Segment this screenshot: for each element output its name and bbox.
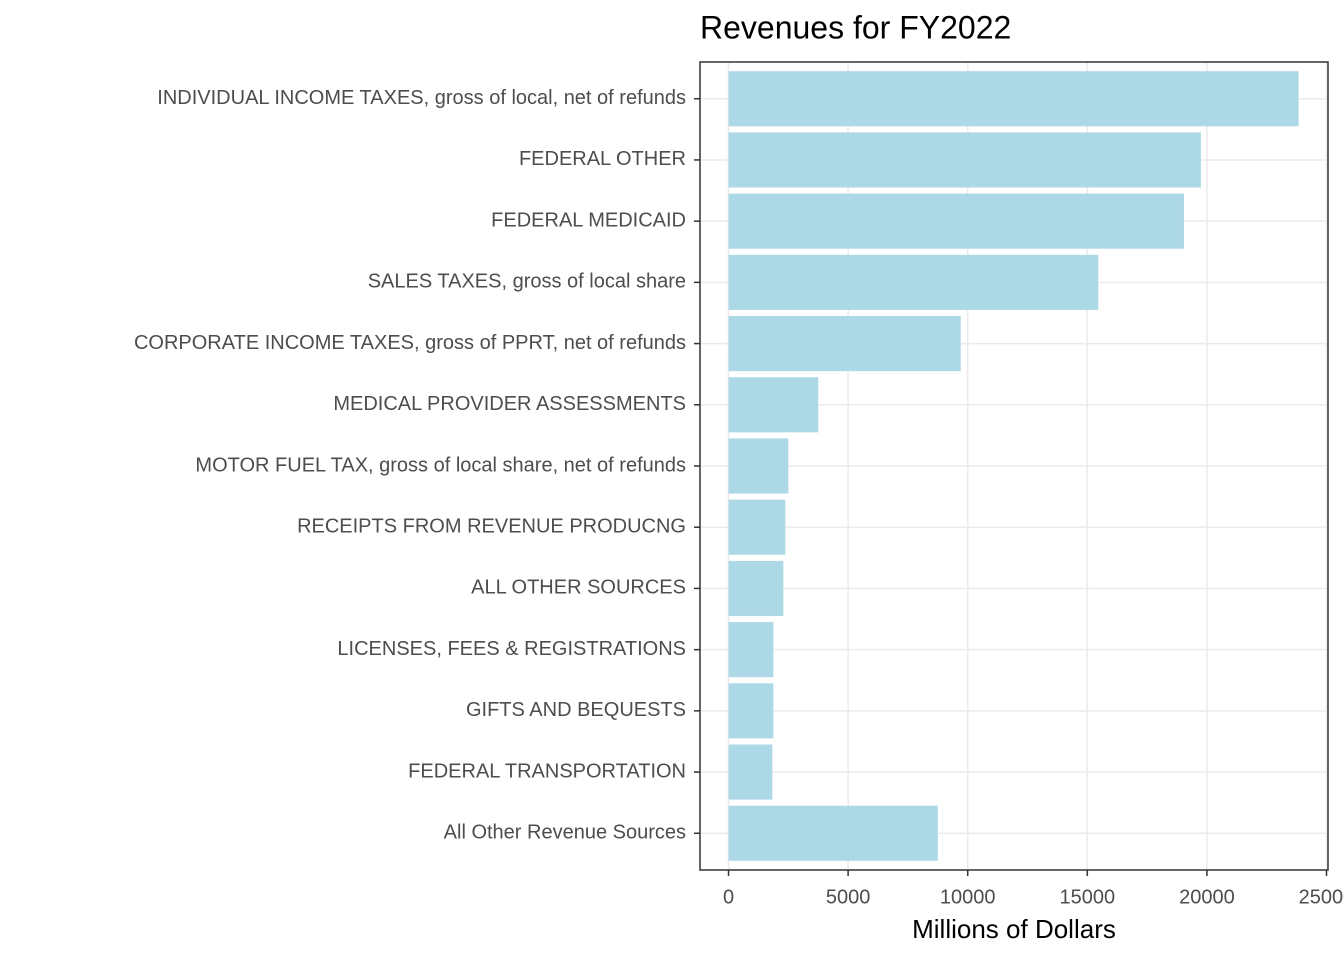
bar [728, 805, 938, 861]
x-tick-label: 20000 [1179, 886, 1235, 908]
bar [728, 377, 819, 433]
y-tick-label: INDIVIDUAL INCOME TAXES, gross of local,… [157, 87, 686, 109]
x-tick-label: 0 [723, 886, 734, 908]
bar [728, 132, 1201, 188]
bar [728, 254, 1099, 310]
y-tick-label: FEDERAL OTHER [519, 148, 686, 170]
y-tick-label: MEDICAL PROVIDER ASSESSMENTS [333, 393, 686, 415]
bar [728, 499, 786, 555]
bar [728, 744, 773, 800]
bar [728, 193, 1184, 249]
y-tick-label: MOTOR FUEL TAX, gross of local share, ne… [195, 454, 686, 476]
bar [728, 622, 774, 678]
y-tick-label: SALES TAXES, gross of local share [368, 271, 686, 293]
bar [728, 71, 1299, 127]
y-tick-label: FEDERAL MEDICAID [491, 209, 686, 231]
panel-border [699, 61, 1329, 871]
y-tick-label: ALL OTHER SOURCES [471, 577, 686, 599]
y-tick-label: FEDERAL TRANSPORTATION [408, 760, 686, 782]
bar [728, 316, 961, 372]
y-tick-label: GIFTS AND BEQUESTS [466, 699, 686, 721]
x-axis-title: Millions of Dollars [912, 914, 1116, 944]
y-tick-label: LICENSES, FEES & REGISTRATIONS [337, 638, 686, 660]
chart-title: Revenues for FY2022 [700, 9, 1011, 45]
y-tick-label: RECEIPTS FROM REVENUE PRODUCNG [297, 515, 686, 537]
x-tick-label: 15000 [1059, 886, 1115, 908]
bar [728, 560, 784, 616]
y-tick-label: All Other Revenue Sources [444, 822, 686, 844]
x-tick-label: 25000 [1299, 886, 1344, 908]
x-tick-label: 10000 [940, 886, 996, 908]
x-tick-label: 5000 [826, 886, 871, 908]
y-tick-label: CORPORATE INCOME TAXES, gross of PPRT, n… [134, 332, 686, 354]
bar [728, 683, 774, 739]
bar [728, 438, 789, 494]
